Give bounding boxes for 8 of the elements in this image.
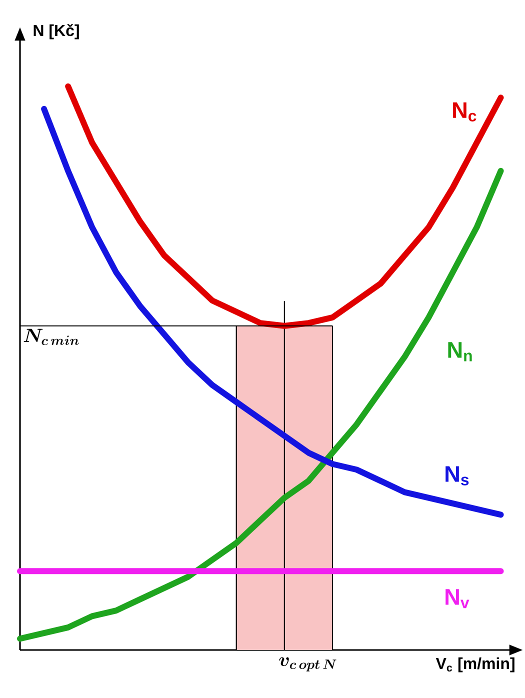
text: $v_{c\,opt\,N}$ [279,657,336,672]
series-label: N$_{s}$ [446,466,469,486]
series-label: N$_{v}$ [446,589,470,608]
series-label: N$_{n}$ [448,342,472,362]
y-axis-title: N [Kč] [34,24,79,40]
x-axis-title: V$_{c}$ [m/min] [436,657,514,672]
ref-line-label: $N_{c\,min}$ [24,328,79,345]
series-label: N$_{c}$ [453,102,476,122]
